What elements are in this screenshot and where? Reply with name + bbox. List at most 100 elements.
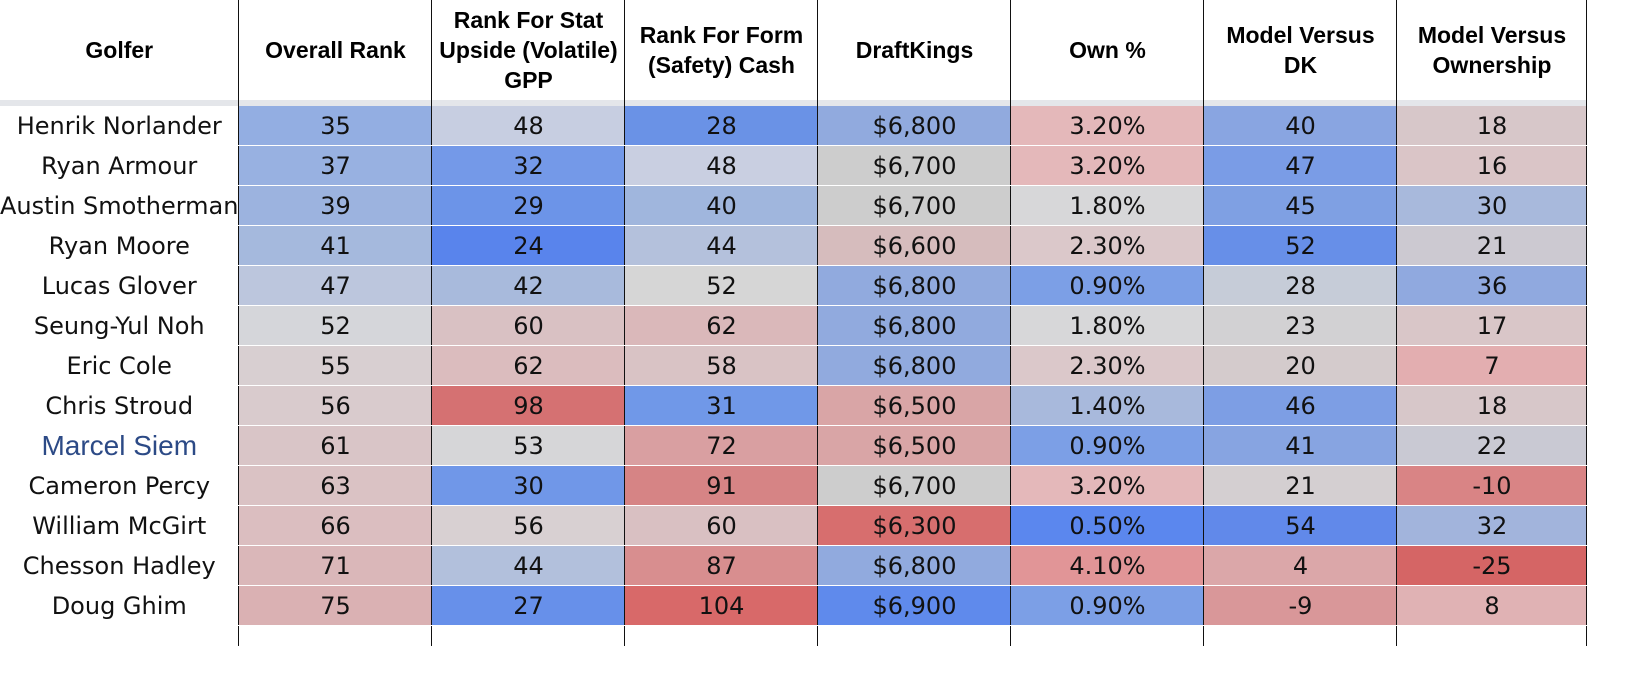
- draftkings-salary-cell: $6,900: [817, 585, 1012, 626]
- model-vs-dk-cell: 47: [1203, 145, 1398, 186]
- rank-form-safety-cell: 44: [624, 225, 819, 266]
- golfer-name-cell: Chris Stroud: [0, 385, 240, 426]
- own-percent-cell: 1.80%: [1010, 305, 1205, 346]
- table-row: Marcel Siem 61 53 72 $6,500 0.90% 41 22: [0, 425, 1588, 466]
- table-row: Austin Smotherman 39 29 40 $6,700 1.80% 45 30: [0, 185, 1588, 226]
- own-percent-cell: 2.30%: [1010, 225, 1205, 266]
- golfer-name-cell: Lucas Glover: [0, 265, 240, 306]
- rank-form-safety-cell: 28: [624, 106, 819, 146]
- own-percent-cell: 0.50%: [1010, 505, 1205, 546]
- header-separator: [0, 100, 1588, 106]
- model-vs-ownership-cell: 7: [1396, 345, 1588, 386]
- header-rank-stat-upside: Rank For Stat Upside (Volatile) GPP: [431, 0, 626, 100]
- model-vs-dk-cell: 20: [1203, 345, 1398, 386]
- golfer-name-cell: Eric Cole: [0, 345, 240, 386]
- header-row: Golfer Overall Rank Rank For Stat Upside…: [0, 0, 1588, 100]
- table-row: Henrik Norlander 35 48 28 $6,800 3.20% 40 18: [0, 106, 1588, 146]
- rank-form-safety-cell: 40: [624, 185, 819, 226]
- golfer-name-cell: Ryan Armour: [0, 145, 240, 186]
- own-percent-cell: 3.20%: [1010, 465, 1205, 506]
- draftkings-salary-cell: $6,700: [817, 185, 1012, 226]
- header-own-percent: Own %: [1010, 0, 1205, 100]
- model-vs-ownership-cell: -10: [1396, 465, 1588, 506]
- overall-rank-cell: 61: [238, 425, 433, 466]
- own-percent-cell: 0.90%: [1010, 265, 1205, 306]
- overall-rank-cell: 52: [238, 305, 433, 346]
- draftkings-salary-cell: $6,700: [817, 145, 1012, 186]
- rank-form-safety-cell: 31: [624, 385, 819, 426]
- model-vs-dk-cell: 45: [1203, 185, 1398, 226]
- model-vs-dk-cell: 4: [1203, 545, 1398, 586]
- draftkings-salary-cell: $6,800: [817, 305, 1012, 346]
- model-vs-ownership-cell: 21: [1396, 225, 1588, 266]
- rank-stat-upside-cell: 53: [431, 425, 626, 466]
- rank-form-safety-cell: 104: [624, 585, 819, 626]
- model-vs-ownership-cell: 16: [1396, 145, 1588, 186]
- rank-stat-upside-cell: 42: [431, 265, 626, 306]
- header-overall-rank: Overall Rank: [238, 0, 433, 100]
- rank-stat-upside-cell: 27: [431, 585, 626, 626]
- table-row: Chesson Hadley 71 44 87 $6,800 4.10% 4 -25: [0, 545, 1588, 586]
- rank-form-safety-cell: 60: [624, 505, 819, 546]
- overall-rank-cell: 37: [238, 145, 433, 186]
- overall-rank-cell: 47: [238, 265, 433, 306]
- draftkings-salary-cell: $6,800: [817, 545, 1012, 586]
- table-row: Doug Ghim 75 27 104 $6,900 0.90% -9 8: [0, 585, 1588, 626]
- rank-stat-upside-cell: 30: [431, 465, 626, 506]
- golfer-name-cell: Henrik Norlander: [0, 106, 240, 146]
- overall-rank-cell: 55: [238, 345, 433, 386]
- draftkings-salary-cell: $6,800: [817, 345, 1012, 386]
- overall-rank-cell: 63: [238, 465, 433, 506]
- golfer-name-cell: Cameron Percy: [0, 465, 240, 506]
- header-golfer: Golfer: [0, 0, 240, 100]
- rank-stat-upside-cell: 24: [431, 225, 626, 266]
- golfer-name-cell: Marcel Siem: [0, 425, 240, 466]
- table-bottom-edge: [0, 625, 1588, 646]
- own-percent-cell: 1.40%: [1010, 385, 1205, 426]
- golfer-name-cell: William McGirt: [0, 505, 240, 546]
- model-vs-ownership-cell: 32: [1396, 505, 1588, 546]
- model-vs-ownership-cell: 22: [1396, 425, 1588, 466]
- model-vs-dk-cell: 52: [1203, 225, 1398, 266]
- table-row: Ryan Moore 41 24 44 $6,600 2.30% 52 21: [0, 225, 1588, 266]
- model-vs-dk-cell: 41: [1203, 425, 1398, 466]
- rank-stat-upside-cell: 56: [431, 505, 626, 546]
- rank-stat-upside-cell: 32: [431, 145, 626, 186]
- draftkings-salary-cell: $6,800: [817, 265, 1012, 306]
- rank-form-safety-cell: 48: [624, 145, 819, 186]
- overall-rank-cell: 39: [238, 185, 433, 226]
- header-draftkings: DraftKings: [817, 0, 1012, 100]
- model-vs-dk-cell: 54: [1203, 505, 1398, 546]
- overall-rank-cell: 75: [238, 585, 433, 626]
- golfer-rankings-table: Golfer Overall Rank Rank For Stat Upside…: [0, 0, 1588, 646]
- draftkings-salary-cell: $6,500: [817, 425, 1012, 466]
- draftkings-salary-cell: $6,800: [817, 106, 1012, 146]
- draftkings-salary-cell: $6,300: [817, 505, 1012, 546]
- overall-rank-cell: 71: [238, 545, 433, 586]
- model-vs-ownership-cell: 18: [1396, 106, 1588, 146]
- own-percent-cell: 3.20%: [1010, 106, 1205, 146]
- own-percent-cell: 1.80%: [1010, 185, 1205, 226]
- table-row: William McGirt 66 56 60 $6,300 0.50% 54 32: [0, 505, 1588, 546]
- overall-rank-cell: 41: [238, 225, 433, 266]
- model-vs-ownership-cell: -25: [1396, 545, 1588, 586]
- rank-form-safety-cell: 58: [624, 345, 819, 386]
- golfer-name-cell: Doug Ghim: [0, 585, 240, 626]
- model-vs-dk-cell: 23: [1203, 305, 1398, 346]
- draftkings-salary-cell: $6,600: [817, 225, 1012, 266]
- model-vs-ownership-cell: 17: [1396, 305, 1588, 346]
- header-rank-form-safety: Rank For Form (Safety) Cash: [624, 0, 819, 100]
- model-vs-dk-cell: 46: [1203, 385, 1398, 426]
- table-row: Chris Stroud 56 98 31 $6,500 1.40% 46 18: [0, 385, 1588, 426]
- own-percent-cell: 2.30%: [1010, 345, 1205, 386]
- rank-form-safety-cell: 72: [624, 425, 819, 466]
- header-model-vs-dk: Model Versus DK: [1203, 0, 1398, 100]
- rank-form-safety-cell: 62: [624, 305, 819, 346]
- rank-stat-upside-cell: 62: [431, 345, 626, 386]
- model-vs-ownership-cell: 30: [1396, 185, 1588, 226]
- own-percent-cell: 0.90%: [1010, 585, 1205, 626]
- table-row: Seung-Yul Noh 52 60 62 $6,800 1.80% 23 17: [0, 305, 1588, 346]
- model-vs-dk-cell: -9: [1203, 585, 1398, 626]
- header-model-vs-ownership: Model Versus Ownership: [1396, 0, 1588, 100]
- draftkings-salary-cell: $6,500: [817, 385, 1012, 426]
